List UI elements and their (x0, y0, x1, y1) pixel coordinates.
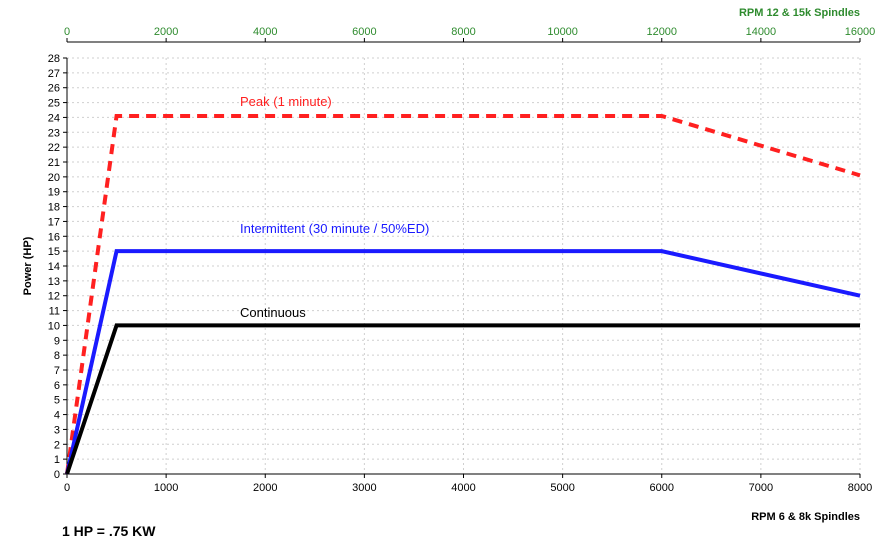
x-top-tick-label: 14000 (746, 26, 777, 38)
x-axis-top-title: RPM 12 & 15k Spindles (739, 7, 860, 19)
series-line-3 (65, 323, 860, 475)
y-tick-label: 9 (54, 335, 60, 347)
x-top-tick-label: 2000 (154, 26, 178, 38)
x-bottom-tick-label: 1000 (154, 482, 178, 494)
x-bottom-tick-label: 5000 (550, 482, 574, 494)
x-bottom-tick-label: 0 (64, 482, 70, 494)
x-top-tick-label: 6000 (352, 26, 376, 38)
series-line-1 (65, 113, 861, 475)
y-tick-label: 19 (48, 187, 60, 199)
series-labels: Peak (1 minute) Intermittent (30 minute /… (240, 94, 429, 320)
y-tick-label: 11 (49, 306, 60, 318)
y-axis-title: Power (HP) (22, 236, 34, 295)
x-top-tick-label: 8000 (451, 26, 475, 38)
x-bottom-tick-label: 8000 (848, 482, 872, 494)
y-tick-label: 3 (54, 424, 60, 436)
y-tick-label: 26 (48, 83, 60, 95)
y-tick-label: 22 (48, 142, 60, 154)
y-tick-label: 18 (48, 202, 60, 214)
y-tick-label: 7 (54, 365, 60, 377)
y-tick-label: 15 (48, 246, 60, 258)
y-tick-label: 21 (48, 157, 60, 169)
y-tick-label: 27 (48, 68, 60, 80)
x-top-tick-label: 10000 (547, 26, 578, 38)
x-bottom-tick-label: 7000 (749, 482, 773, 494)
y-tick-label: 25 (48, 98, 60, 110)
y-tick-label: 23 (48, 127, 60, 139)
y-tick-label: 5 (54, 395, 60, 407)
y-tick-label: 1 (54, 454, 60, 466)
y-tick-label: 14 (48, 261, 60, 273)
series-label-3: Continuous (240, 305, 306, 320)
grid (67, 57, 861, 474)
y-tick-label: 17 (48, 216, 60, 228)
y-tick-label: 13 (48, 276, 60, 288)
footnote: 1 HP = .75 KW (62, 523, 156, 539)
x-bottom-tick-label: 4000 (451, 482, 475, 494)
y-tick-label: 4 (54, 410, 60, 422)
y-tick-label: 16 (48, 231, 60, 243)
x-axis-bottom-ticks: 0 1000 2000 3000 4000 5000 6000 7000 8000 (64, 474, 872, 494)
series-lines (65, 113, 861, 475)
x-axis-top-ticks: 0 2000 4000 6000 8000 10000 12000 14000 16000 (64, 26, 875, 42)
y-tick-label: 6 (54, 380, 60, 392)
y-tick-label: 2 (54, 439, 60, 451)
y-tick-label: 10 (48, 320, 60, 332)
series-label-1: Peak (1 minute) (240, 94, 332, 109)
y-tick-label: 20 (48, 172, 60, 184)
y-axis-ticks: 0123456789101112131415161718192021222324… (48, 53, 67, 481)
y-tick-label: 8 (54, 350, 60, 362)
x-top-tick-label: 12000 (646, 26, 677, 38)
y-tick-label: 12 (48, 291, 60, 303)
x-top-tick-label: 16000 (845, 26, 876, 38)
series-line-2 (65, 249, 861, 475)
y-tick-label: 28 (48, 53, 60, 65)
x-axis-bottom-title: RPM 6 & 8k Spindles (751, 511, 860, 523)
y-tick-label: 0 (54, 469, 60, 481)
x-top-tick-label: 0 (64, 26, 70, 38)
x-bottom-tick-label: 2000 (253, 482, 277, 494)
y-tick-label: 24 (48, 112, 60, 124)
series-label-2: Intermittent (30 minute / 50%ED) (240, 221, 429, 236)
x-bottom-tick-label: 6000 (650, 482, 674, 494)
x-top-tick-label: 4000 (253, 26, 277, 38)
x-bottom-tick-label: 3000 (352, 482, 376, 494)
